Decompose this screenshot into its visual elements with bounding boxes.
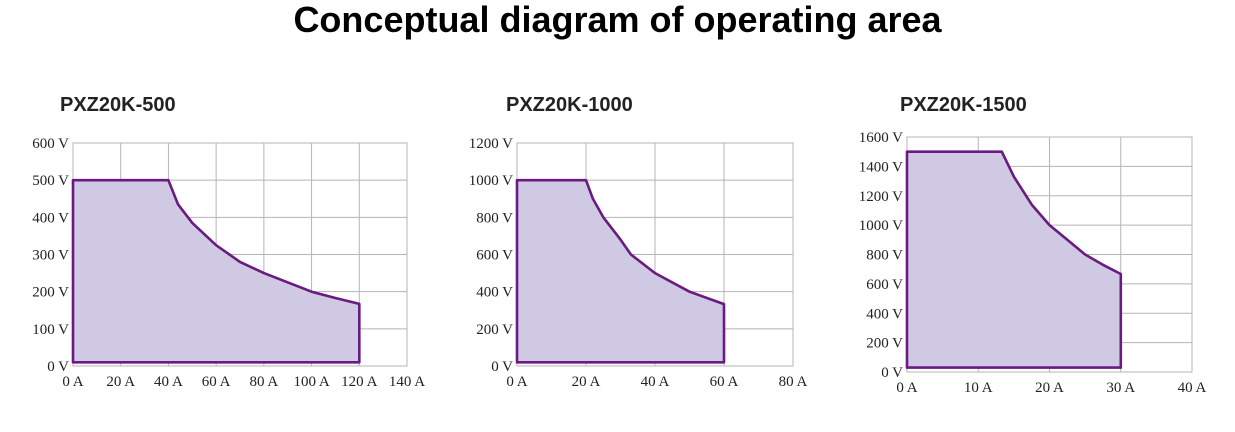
x-tick-label: 0 A	[506, 374, 527, 390]
chart-pxz20k-1000: 0 V 200 V 400 V 600 V 800 V 1000 V 1200 V 0 A 20…	[469, 136, 808, 390]
y-tick-label: 600 V	[476, 248, 513, 264]
y-tick-label: 100 V	[32, 322, 69, 338]
y-tick-label: 1400 V	[859, 159, 903, 175]
y-tick-label: 800 V	[866, 248, 903, 264]
x-tick-label: 100 A	[293, 374, 329, 390]
y-tick-label: 200 V	[476, 322, 513, 338]
x-tick-label: 40 A	[154, 374, 183, 390]
page-title: Conceptual diagram of operating area	[293, 0, 942, 40]
y-tick-label: 1600 V	[859, 130, 903, 146]
y-tick-label: 1000 V	[859, 218, 903, 234]
y-tick-label: 200 V	[866, 336, 903, 352]
operating-area	[71, 178, 361, 364]
x-tick-label: 80 A	[779, 374, 808, 390]
y-tick-label: 0 V	[47, 359, 69, 375]
y-tick-label: 300 V	[32, 248, 69, 264]
x-tick-label: 30 A	[1106, 380, 1135, 396]
y-tick-label: 800 V	[476, 210, 513, 226]
y-tick-label: 200 V	[32, 285, 69, 301]
y-tick-label: 1200 V	[469, 136, 513, 152]
y-tick-label: 0 V	[881, 365, 903, 381]
x-tick-label: 0 A	[896, 380, 917, 396]
y-tick-label: 400 V	[32, 210, 69, 226]
y-tick-label: 400 V	[866, 306, 903, 322]
operating-area	[905, 150, 1123, 369]
chart-pxz20k-500: 0 V 100 V 200 V 300 V 400 V 500 V 600 V 0 A 20 A…	[32, 136, 425, 390]
chart-title-pxz20k-500: PXZ20K-500	[60, 94, 176, 116]
x-tick-label: 80 A	[249, 374, 278, 390]
y-tick-label: 400 V	[476, 285, 513, 301]
x-tick-label: 20 A	[572, 374, 601, 390]
y-tick-label: 600 V	[32, 136, 69, 152]
x-tick-label: 10 A	[964, 380, 993, 396]
y-tick-label: 1000 V	[469, 173, 513, 189]
operating-area	[515, 178, 726, 364]
x-tick-label: 120 A	[341, 374, 377, 390]
y-tick-label: 1200 V	[859, 189, 903, 205]
y-tick-label: 600 V	[866, 277, 903, 293]
x-tick-label: 20 A	[1035, 380, 1064, 396]
x-tick-label: 60 A	[202, 374, 231, 390]
x-tick-label: 20 A	[106, 374, 135, 390]
x-tick-label: 0 A	[62, 374, 83, 390]
chart-title-pxz20k-1000: PXZ20K-1000	[506, 94, 633, 116]
x-tick-label: 40 A	[641, 374, 670, 390]
chart-title-pxz20k-1500: PXZ20K-1500	[900, 94, 1027, 116]
x-tick-label: 60 A	[710, 374, 739, 390]
y-tick-label: 0 V	[491, 359, 513, 375]
y-tick-label: 500 V	[32, 173, 69, 189]
x-tick-label: 40 A	[1178, 380, 1207, 396]
x-tick-label: 140 A	[389, 374, 425, 390]
